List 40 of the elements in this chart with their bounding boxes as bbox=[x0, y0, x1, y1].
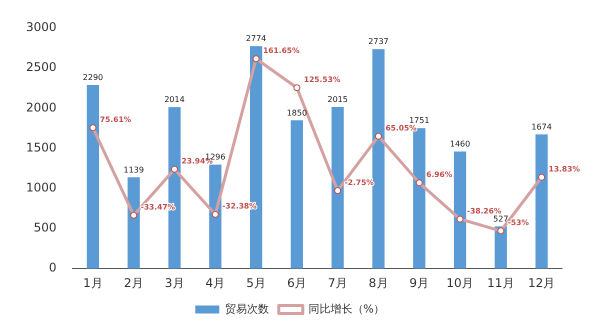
x-tick-label: 9月 bbox=[409, 276, 430, 290]
x-tick-label: 5月 bbox=[246, 276, 266, 290]
y-tick-label: 1500 bbox=[26, 140, 57, 154]
x-tick-label: 7月 bbox=[328, 276, 348, 290]
x-tick-label: 4月 bbox=[205, 276, 226, 290]
data-label: 2737 bbox=[368, 37, 389, 46]
legend-label: 贸易次数 bbox=[224, 302, 269, 316]
y-tick-label: 500 bbox=[34, 220, 57, 235]
data-label: 1850 bbox=[286, 108, 308, 118]
bar bbox=[290, 120, 303, 269]
y-tick-label: 3000 bbox=[26, 20, 57, 34]
data-label: 1460 bbox=[450, 140, 470, 149]
data-label: 2290 bbox=[82, 73, 104, 82]
x-tick-label: 6月 bbox=[287, 276, 307, 290]
y-tick-label: 0 bbox=[48, 260, 57, 275]
bar bbox=[454, 152, 466, 269]
data-label: 2774 bbox=[246, 34, 266, 44]
y-tick-label: 1000 bbox=[26, 180, 57, 195]
bar bbox=[372, 49, 385, 269]
y-tick-label: 2500 bbox=[26, 60, 57, 74]
x-tick-label: 2月 bbox=[124, 276, 144, 290]
bar bbox=[535, 134, 548, 269]
x-tick-label: 3月 bbox=[164, 276, 184, 290]
y-tick-label: 2000 bbox=[26, 100, 57, 114]
x-tick-label: 8月 bbox=[368, 276, 388, 290]
data-label: 1751 bbox=[409, 116, 430, 126]
data-label: 527 bbox=[493, 214, 508, 224]
x-tick-label: 10月 bbox=[446, 276, 474, 290]
data-label: 2015 bbox=[327, 95, 348, 104]
data-label: 1674 bbox=[531, 122, 552, 132]
bar bbox=[209, 164, 222, 269]
legend-label: 同比增长（%） bbox=[308, 302, 385, 316]
bar bbox=[332, 106, 344, 269]
x-tick-label: 11月 bbox=[487, 276, 514, 290]
x-tick-label: 1月 bbox=[83, 276, 103, 290]
data-label: 2014 bbox=[164, 95, 185, 104]
bar bbox=[128, 177, 140, 269]
bar bbox=[86, 84, 100, 269]
x-tick-label: 12月 bbox=[528, 276, 556, 290]
data-label: 1139 bbox=[124, 165, 144, 174]
